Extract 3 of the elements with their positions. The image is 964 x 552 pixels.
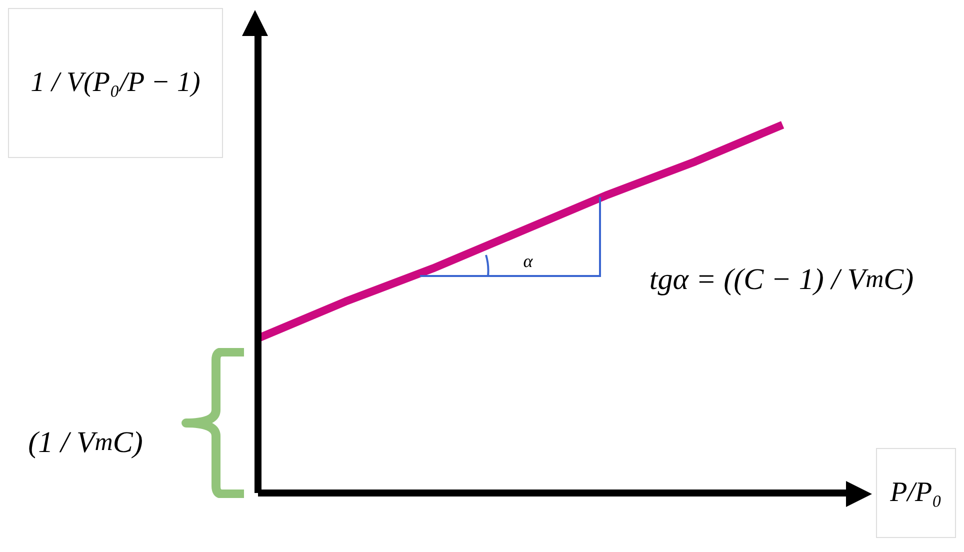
x-axis-title: P/P₀	[876, 448, 956, 538]
annotation: α	[522, 250, 534, 272]
y-axis-title: 1 / V(P₀/P − 1)	[8, 8, 223, 158]
